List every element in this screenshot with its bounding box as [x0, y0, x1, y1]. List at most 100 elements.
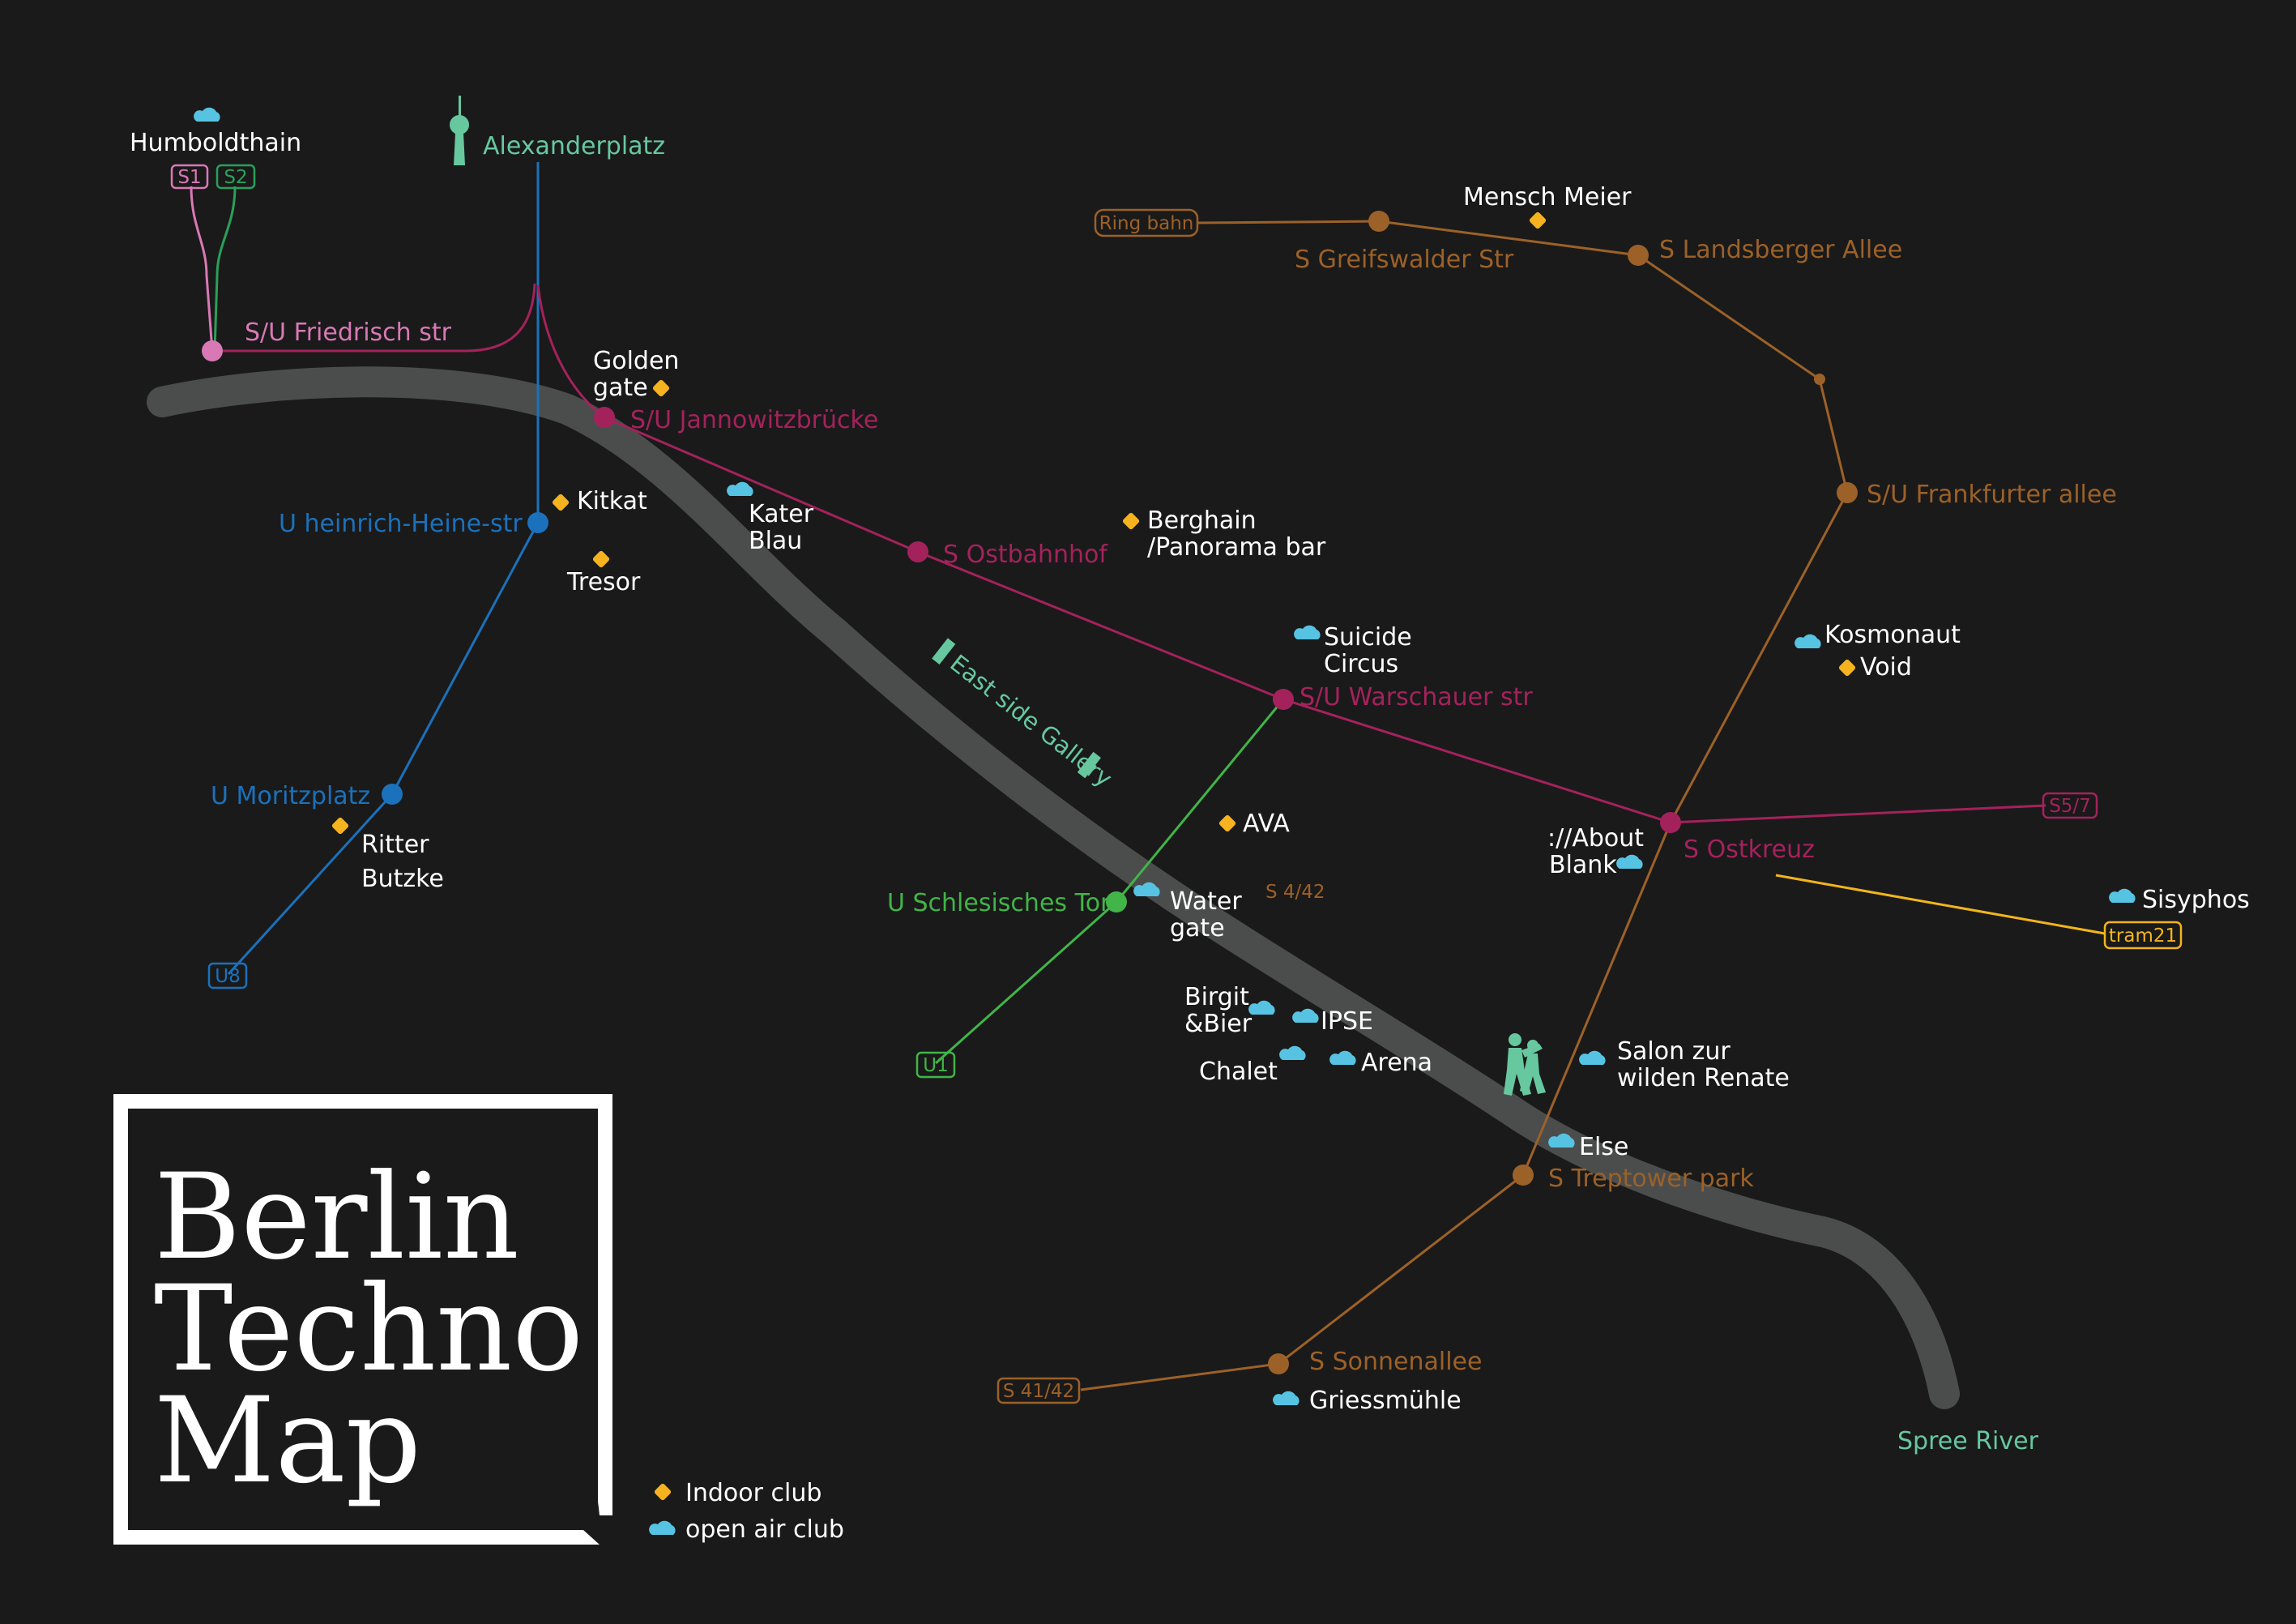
station-dot-heine[interactable] [527, 512, 548, 533]
s-line-friedrichstr [212, 283, 536, 353]
svg-text:Ring bahn: Ring bahn [1099, 213, 1194, 234]
svg-text:Kater: Kater [749, 500, 814, 528]
station-label-moritzplatz[interactable]: U Moritzplatz [211, 782, 370, 810]
svg-text:Mensch Meier: Mensch Meier [1463, 183, 1632, 212]
club-ava[interactable]: AVA [1218, 810, 1291, 838]
station-label-schlesisches[interactable]: U Schlesisches Tor [887, 889, 1111, 917]
badge-s57: S5/7 [2042, 792, 2098, 819]
svg-text:IPSE: IPSE [1321, 1007, 1373, 1036]
svg-text:tram21: tram21 [2109, 925, 2177, 947]
station-label-frankfurter[interactable]: S/U Frankfurter allee [1867, 481, 2117, 509]
svg-text:U8: U8 [215, 966, 240, 987]
station-label-heine[interactable]: U heinrich-Heine-str [279, 510, 523, 538]
badge-ring-bahn: Ring bahn [1094, 208, 1199, 237]
title-line-3: Map [154, 1372, 421, 1510]
badge-tram21: tram21 [2103, 921, 2183, 950]
station-label-ostbahnhof[interactable]: S Ostbahnhof [943, 541, 1108, 569]
spree-river [147, 366, 1960, 1409]
club-kosmonaut[interactable]: Kosmonaut [1795, 621, 1961, 649]
club-watergate[interactable]: Water gate [1133, 882, 1242, 942]
club-sisyphos[interactable]: Sisyphos [2109, 886, 2250, 914]
title-line-2: Techno [154, 1260, 583, 1398]
station-dot-warschauer[interactable] [1273, 689, 1294, 710]
station-dot-moritzplatz[interactable] [382, 784, 403, 805]
club-ritter-butzke[interactable]: Ritter Butzke [331, 816, 444, 893]
station-dot-friedrichstr[interactable] [202, 340, 223, 361]
station-label-landsberger[interactable]: S Landsberger Allee [1659, 236, 1902, 264]
svg-text:Butzke: Butzke [361, 865, 444, 893]
club-humboldthain[interactable]: Humboldthain [130, 129, 301, 157]
ring-waypoint-dot [1814, 374, 1825, 385]
station-dot-greifswalder[interactable] [1368, 211, 1389, 232]
club-else[interactable]: Else [1548, 1133, 1628, 1161]
club-kater-blau[interactable]: Kater Blau [727, 481, 814, 555]
svg-text:://About: ://About [1547, 824, 1644, 853]
svg-text:/Panorama bar: /Panorama bar [1147, 533, 1326, 562]
club-chalet[interactable]: Chalet [1199, 1045, 1306, 1086]
svg-text:gate: gate [1170, 914, 1225, 942]
station-label-ostkreuz[interactable]: S Ostkreuz [1684, 836, 1815, 864]
svg-text:Void: Void [1860, 653, 1912, 682]
station-dot-jannowitz[interactable] [594, 407, 615, 428]
club-kitkat[interactable]: Kitkat [551, 487, 647, 515]
svg-text:Circus: Circus [1324, 650, 1398, 678]
station-label-friedrichstr[interactable]: S/U Friedrisch str [245, 318, 452, 347]
svg-text:&Bier: &Bier [1184, 1010, 1253, 1038]
soviet-memorial-icon [1504, 1033, 1546, 1096]
station-dot-landsberger[interactable] [1628, 245, 1649, 266]
svg-text:Birgit: Birgit [1184, 983, 1249, 1011]
station-dot-sonnenallee[interactable] [1268, 1353, 1289, 1374]
station-label-treptower[interactable]: S Treptower park [1548, 1165, 1754, 1193]
club-about-blank[interactable]: ://About Blank [1547, 824, 1644, 879]
svg-text:Chalet: Chalet [1199, 1058, 1278, 1086]
club-arena[interactable]: Arena [1329, 1049, 1432, 1077]
club-golden-gate[interactable]: Golden gate [593, 347, 679, 402]
club-mensch-meier[interactable]: Mensch Meier [1463, 183, 1632, 230]
station-dot-ostkreuz[interactable] [1660, 812, 1681, 833]
s2-line [213, 186, 237, 352]
svg-text:Kitkat: Kitkat [577, 487, 647, 515]
svg-text:S2: S2 [224, 167, 247, 188]
station-label-greifswalder[interactable]: S Greifswalder Str [1295, 246, 1514, 274]
club-salon-zur-wilden-renate[interactable]: Salon zur wilden Renate [1579, 1037, 1790, 1092]
svg-text:wilden Renate: wilden Renate [1617, 1064, 1790, 1092]
svg-text:Golden: Golden [593, 347, 679, 375]
station-dot-frankfurter[interactable] [1837, 482, 1858, 503]
station-dot-ostbahnhof[interactable] [907, 541, 928, 562]
svg-text:U1: U1 [923, 1055, 948, 1076]
badge-s2: S2 [216, 164, 256, 190]
club-berghain[interactable]: Berghain /Panorama bar [1121, 506, 1326, 562]
badge-u1: U1 [915, 1051, 956, 1079]
svg-text:Sisyphos: Sisyphos [2142, 886, 2250, 914]
station-dot-schlesisches[interactable] [1106, 891, 1127, 912]
legend-indoor-label: Indoor club [685, 1479, 822, 1507]
club-birgit-bier[interactable]: Birgit &Bier [1184, 983, 1275, 1038]
station-label-jannowitz[interactable]: S/U Jannowitzbrücke [630, 406, 878, 434]
tram21-line [1775, 874, 2106, 935]
station-label-sonnenallee[interactable]: S Sonnenallee [1309, 1348, 1482, 1376]
station-label-warschauer[interactable]: S/U Warschauer str [1300, 683, 1533, 712]
svg-text:Salon zur: Salon zur [1617, 1037, 1731, 1066]
svg-text:Water: Water [1170, 887, 1242, 916]
club-void[interactable]: Void [1837, 653, 1912, 682]
svg-text:Kosmonaut: Kosmonaut [1824, 621, 1961, 649]
svg-text:Ritter: Ritter [361, 831, 429, 859]
alexanderplatz-label: Alexanderplatz [483, 132, 665, 160]
badge-s1: S1 [170, 164, 209, 190]
title-line-1: Berlin [154, 1148, 519, 1286]
svg-text:Blau: Blau [749, 527, 802, 555]
club-ipse[interactable]: IPSE [1292, 1007, 1373, 1036]
svg-text:Griessmühle: Griessmühle [1309, 1387, 1462, 1415]
title-box: Berlin Techno Map [113, 1094, 612, 1545]
club-suicide-circus[interactable]: Suicide Circus [1294, 623, 1412, 678]
badge-s4142: S 41/42 [996, 1377, 1081, 1404]
badge-s442: S 4/42 [1265, 882, 1325, 903]
svg-text:Suicide: Suicide [1324, 623, 1412, 652]
station-dot-treptower[interactable] [1513, 1165, 1534, 1186]
club-griessmuehle[interactable]: Griessmühle [1273, 1387, 1462, 1415]
svg-text:gate: gate [593, 374, 648, 402]
svg-text:S5/7: S5/7 [2049, 796, 2091, 817]
svg-text:Tresor: Tresor [566, 568, 641, 596]
svg-text:AVA: AVA [1243, 810, 1290, 838]
club-tresor[interactable]: Tresor [566, 549, 641, 596]
